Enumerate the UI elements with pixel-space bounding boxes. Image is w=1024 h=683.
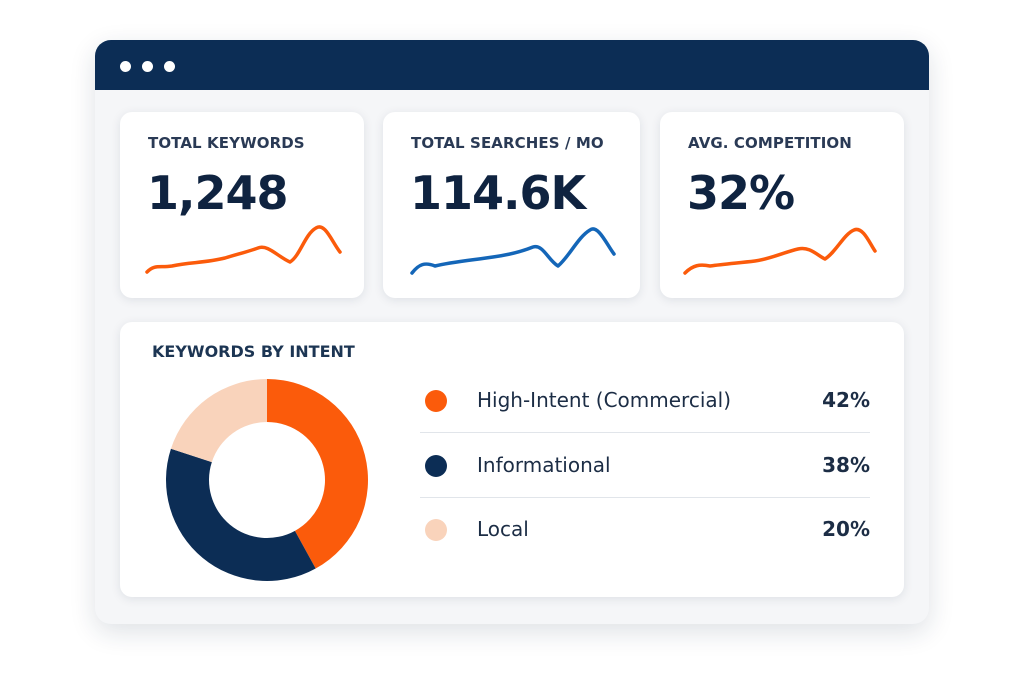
legend-dot-orange <box>425 390 447 412</box>
legend-label: Informational <box>477 453 611 477</box>
intent-card: KEYWORDS BY INTENT High-Intent (Commerci… <box>120 322 904 597</box>
intent-donut-chart <box>166 379 368 581</box>
window-dot-1[interactable] <box>120 61 131 72</box>
trend-sparkline <box>410 227 616 275</box>
kpi-value: 114.6K <box>410 166 586 220</box>
donut-slice-high-intent-commercial <box>267 379 368 569</box>
dashboard-window: TOTAL KEYWORDS 1,248 TOTAL SEARCHES / MO… <box>95 40 929 624</box>
kpi-label: TOTAL SEARCHES / MO <box>411 134 604 152</box>
kpi-value: 32% <box>687 166 795 220</box>
window-dot-2[interactable] <box>142 61 153 72</box>
kpi-card-total-keywords: TOTAL KEYWORDS 1,248 <box>120 112 364 298</box>
legend-label: High-Intent (Commercial) <box>477 388 732 412</box>
legend-percent: 38% <box>822 453 870 477</box>
legend-row-informational: Informational 38% <box>420 433 870 498</box>
legend-row-local: Local 20% <box>420 497 870 561</box>
legend-dot-peach <box>425 519 447 541</box>
legend-percent: 20% <box>822 517 870 541</box>
kpi-value: 1,248 <box>147 166 289 220</box>
kpi-card-total-searches: TOTAL SEARCHES / MO 114.6K <box>383 112 640 298</box>
kpi-label: TOTAL KEYWORDS <box>148 134 305 152</box>
trend-sparkline <box>683 227 877 275</box>
trend-sparkline <box>145 225 342 274</box>
window-dot-3[interactable] <box>164 61 175 72</box>
donut-slice-local <box>170 379 267 463</box>
kpi-label: AVG. COMPETITION <box>688 134 852 152</box>
legend-dot-navy <box>425 455 447 477</box>
section-title: KEYWORDS BY INTENT <box>152 342 355 361</box>
donut-slice-informational <box>166 448 316 581</box>
legend-percent: 42% <box>822 388 870 412</box>
kpi-card-avg-competition: AVG. COMPETITION 32% <box>660 112 904 298</box>
window-title-bar <box>95 40 929 90</box>
legend-row-commercial: High-Intent (Commercial) 42% <box>420 368 870 433</box>
legend-label: Local <box>477 517 529 541</box>
